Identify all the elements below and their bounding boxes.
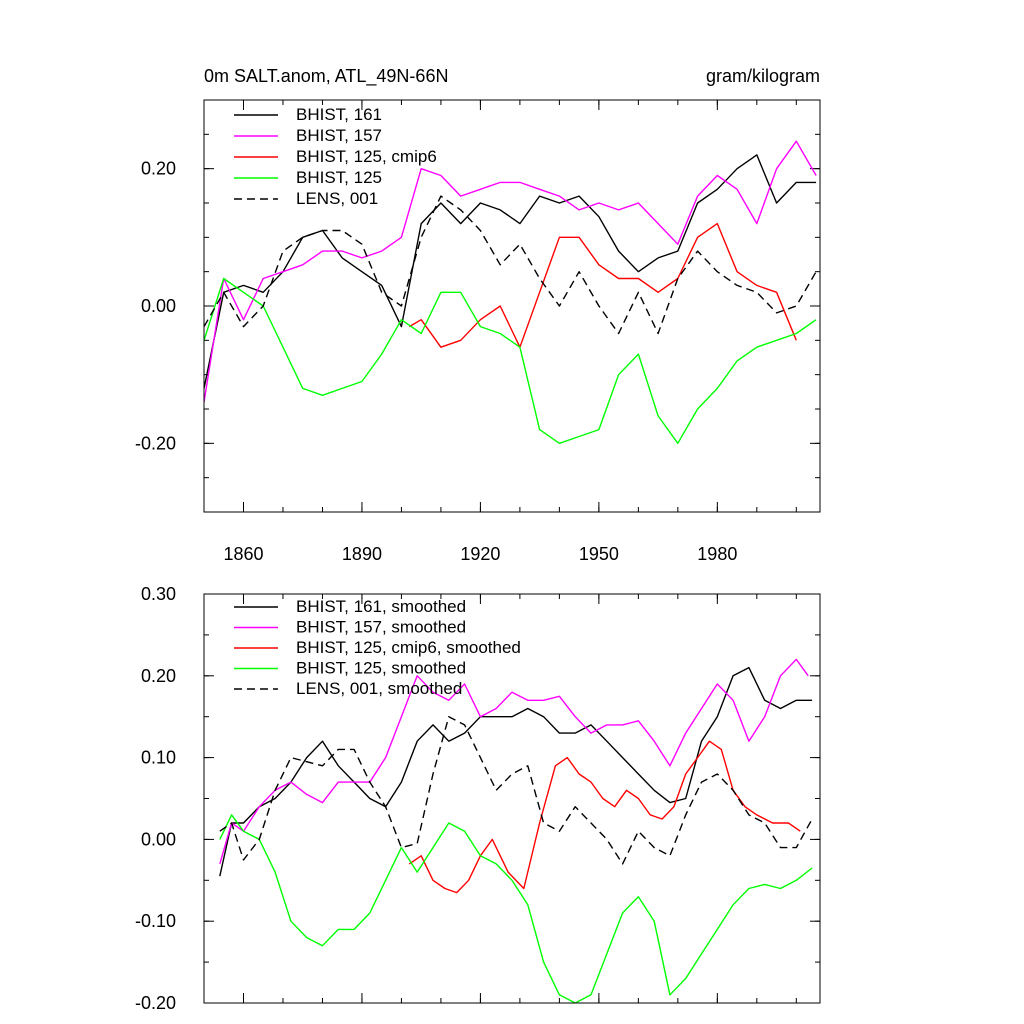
series-line-lens-001 [204, 195, 817, 335]
y-tick-label: 0.00 [141, 829, 176, 849]
y-tick-label: -0.20 [135, 993, 176, 1013]
legend-label: LENS, 001, smoothed [296, 679, 462, 698]
legend-label: LENS, 001 [296, 189, 378, 208]
y-tick-label: 0.20 [141, 666, 176, 686]
x-tick-label: 1920 [460, 544, 500, 564]
series-line-bhist-157 [204, 140, 817, 403]
legend-label: BHIST, 157 [296, 126, 382, 145]
x-tick-label: 1980 [697, 544, 737, 564]
y-tick-label: 0.20 [141, 159, 176, 179]
bottom-panel-plot-area [219, 658, 813, 1003]
legend-label: BHIST, 125 [296, 168, 382, 187]
bottom-panel: -0.20 -0.10 0.00 0.10 0.20 0.30 BHIST, 161, s… [135, 584, 821, 1013]
series-line-bhist-125-cmip6 [408, 222, 797, 348]
chart-title: 0m SALT.anom, ATL_49N-66N [204, 66, 448, 87]
bottom-panel-legend: BHIST, 161, smoothed BHIST, 157, smoothed… [234, 597, 521, 698]
y-tick-label: 0.00 [141, 296, 176, 316]
series-line-bhist-161-smoothed [219, 666, 813, 877]
series-line-lens-001-smoothed [219, 716, 813, 865]
legend-label: BHIST, 161 [296, 105, 382, 124]
x-tick-label: 1860 [223, 544, 263, 564]
series-line-bhist-125 [204, 277, 817, 444]
top-panel-frame [203, 99, 821, 513]
chart-units: gram/kilogram [706, 66, 820, 86]
y-tick-label: 0.10 [141, 748, 176, 768]
series-line-bhist-161 [204, 154, 817, 389]
series-line-bhist-125-smoothed [219, 814, 813, 1003]
y-tick-label: -0.20 [135, 433, 176, 453]
series-line-bhist-125-cmip6-smoothed [408, 740, 801, 894]
top-panel-ticks: -0.20 0.00 0.20 1860 1890 1920 1950 1980 [135, 99, 820, 564]
legend-label: BHIST, 161, smoothed [296, 597, 466, 616]
legend-label: BHIST, 157, smoothed [296, 618, 466, 637]
y-tick-label: 0.30 [141, 584, 176, 604]
legend-label: BHIST, 125, cmip6 [296, 147, 437, 166]
series-line-bhist-157-smoothed [219, 658, 809, 865]
x-tick-label: 1950 [579, 544, 619, 564]
top-panel-plot-area [204, 140, 817, 444]
legend-label: BHIST, 125, cmip6, smoothed [296, 638, 521, 657]
x-tick-label: 1890 [342, 544, 382, 564]
legend-label: BHIST, 125, smoothed [296, 659, 466, 678]
bottom-panel-frame [203, 593, 821, 1004]
top-panel-legend: BHIST, 161 BHIST, 157 BHIST, 125, cmip6 BHI… [234, 105, 437, 208]
y-tick-label: -0.10 [135, 911, 176, 931]
bottom-panel-ticks: -0.20 -0.10 0.00 0.10 0.20 0.30 [135, 584, 820, 1013]
top-panel: 0m SALT.anom, ATL_49N-66N gram/kilogram … [135, 66, 821, 564]
